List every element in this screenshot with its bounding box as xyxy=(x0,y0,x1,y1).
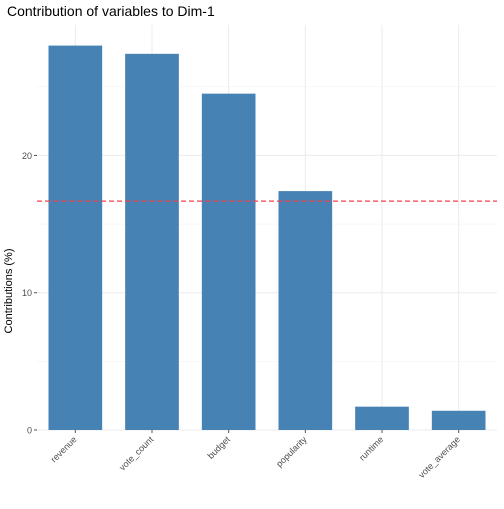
bars xyxy=(48,45,486,431)
bar-budget xyxy=(201,93,256,430)
bar-vote_average xyxy=(431,410,486,430)
y-tick-label: 20 xyxy=(22,151,32,161)
y-axis-label: Contributions (%) xyxy=(3,249,15,334)
grid-lines xyxy=(37,25,497,431)
x-tick-label-budget: budget xyxy=(206,434,233,461)
x-tick-label-runtime: runtime xyxy=(357,434,385,462)
bar-popularity xyxy=(278,191,333,430)
y-tick-label: 0 xyxy=(27,426,32,436)
bar-vote_count xyxy=(125,53,179,431)
y-tick-label: 10 xyxy=(22,288,32,298)
x-tick-label-popularity: popularity xyxy=(274,434,309,469)
x-tick-label-vote_average: vote_average xyxy=(416,434,462,480)
chart-title: Contribution of variables to Dim-1 xyxy=(7,3,215,19)
bar-runtime xyxy=(355,406,409,430)
bar-revenue xyxy=(48,45,103,430)
x-tick-label-vote_count: vote_count xyxy=(117,434,156,473)
x-tick-label-revenue: revenue xyxy=(49,434,79,464)
